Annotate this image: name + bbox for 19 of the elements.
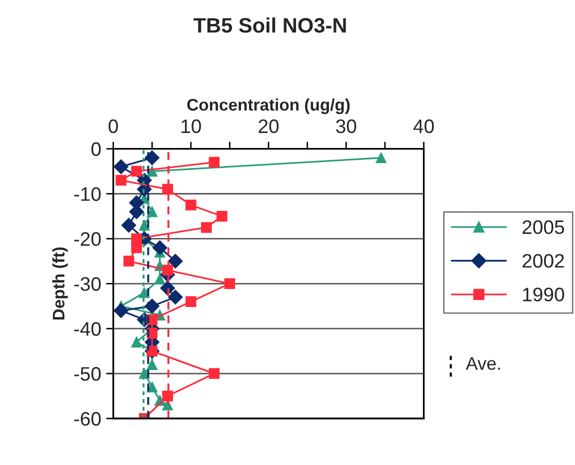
y-tick-label: -50 [74,367,101,381]
chart-title: TB5 Soil NO3-N [194,17,346,33]
y-tick-label: -30 [74,277,101,291]
x-axis-title: Concentration (ug/g) [187,98,350,114]
y-tick-label: 0 [91,142,101,156]
x-tick-label: 10 [182,119,201,134]
y-tick-label: -20 [74,232,101,246]
y-tick-label: -40 [74,322,101,336]
y-tick-label: -60 [74,412,101,426]
legend-label: 1990 [523,288,564,302]
y-axis-title: Depth (ft) [52,247,68,320]
x-tick-label: 0 [108,119,118,134]
legend-label: 2005 [522,220,564,234]
text: Ave. [466,357,500,370]
x-tick-label: 30 [336,119,356,134]
x-tick-label: 20 [258,119,279,134]
legend-label: 2002 [522,254,564,268]
x-tick-label: 40 [413,119,434,134]
y-tick-label: -10 [74,187,101,201]
